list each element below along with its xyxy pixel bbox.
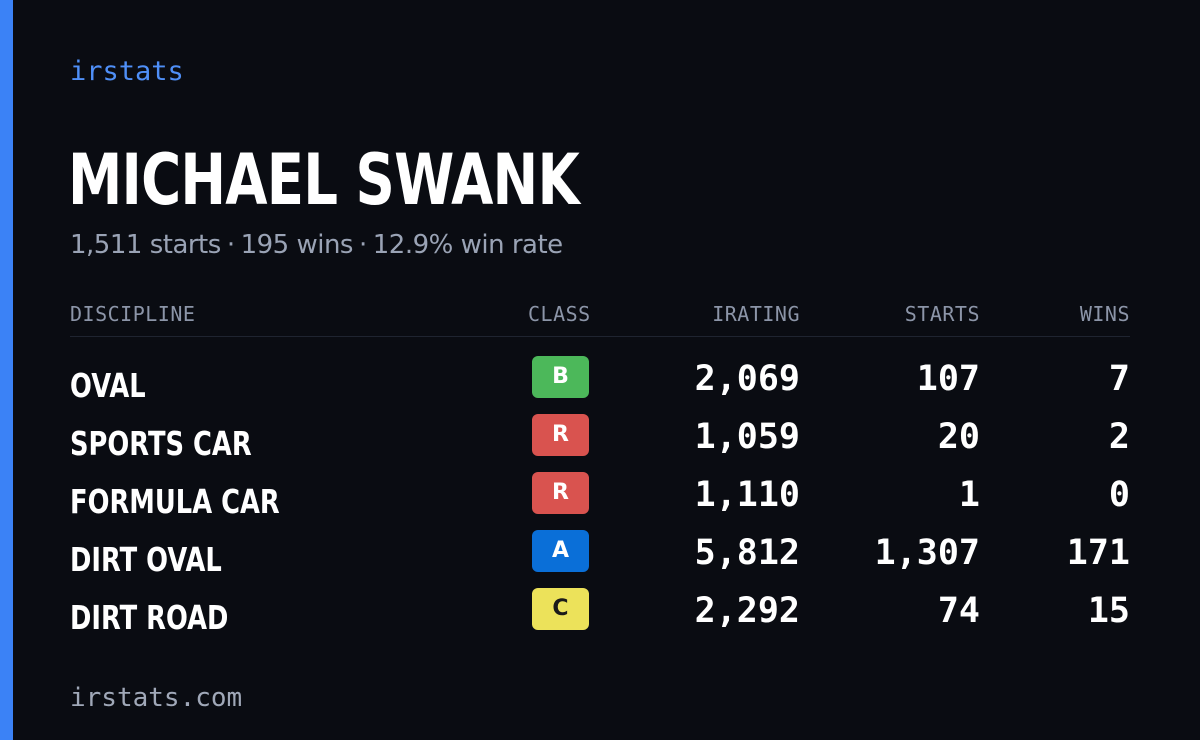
starts-value: 107 (916, 359, 980, 399)
footer-url: irstats.com (70, 683, 243, 713)
summary-win-rate: 12.9% win rate (372, 230, 563, 260)
driver-summary: 1,511 starts · 195 wins · 12.9% win rate (70, 228, 563, 262)
class-badge: C (532, 588, 589, 630)
table-body: OVAL B 2,069 107 7 SPORTS CAR R 1,059 20… (70, 337, 1130, 646)
header-discipline: DISCIPLINE (70, 302, 196, 326)
summary-starts: 1,511 starts (70, 230, 221, 260)
irating-value: 1,059 (694, 417, 800, 457)
summary-wins: 195 wins (240, 230, 354, 260)
wins-value: 171 (1066, 533, 1130, 573)
class-badge: A (532, 530, 589, 572)
header-irating: IRATING (712, 302, 800, 326)
driver-name: MICHAEL SWANK (68, 139, 580, 221)
class-badge: R (532, 414, 589, 456)
irating-value: 1,110 (694, 475, 800, 515)
stats-table: DISCIPLINE CLASS IRATING STARTS WINS OVA… (70, 296, 1130, 646)
table-row: DIRT OVAL A 5,812 1,307 171 (70, 530, 1130, 588)
starts-value: 1,307 (874, 533, 980, 573)
table-row: OVAL B 2,069 107 7 (70, 356, 1130, 414)
wins-value: 7 (1108, 359, 1130, 399)
irating-value: 2,292 (694, 591, 800, 631)
discipline-name: DIRT OVAL (70, 540, 222, 579)
wins-value: 15 (1087, 591, 1130, 631)
header-starts: STARTS (904, 302, 980, 326)
brand-logo-text: irstats (70, 56, 184, 87)
table-row: DIRT ROAD C 2,292 74 15 (70, 588, 1130, 646)
table-header: DISCIPLINE CLASS IRATING STARTS WINS (70, 296, 1130, 337)
table-row: SPORTS CAR R 1,059 20 2 (70, 414, 1130, 472)
class-badge: R (532, 472, 589, 514)
accent-bar (0, 0, 13, 740)
discipline-name: SPORTS CAR (70, 424, 252, 463)
irating-value: 2,069 (694, 359, 800, 399)
starts-value: 20 (937, 417, 980, 457)
header-class: CLASS (528, 302, 591, 326)
wins-value: 2 (1108, 417, 1130, 457)
discipline-name: OVAL (70, 366, 146, 405)
summary-separator: · (358, 230, 367, 260)
header-wins: WINS (1079, 302, 1130, 326)
discipline-name: FORMULA CAR (70, 482, 280, 521)
table-row: FORMULA CAR R 1,110 1 0 (70, 472, 1130, 530)
discipline-name: DIRT ROAD (70, 598, 229, 637)
wins-value: 0 (1108, 475, 1130, 515)
starts-value: 74 (937, 591, 980, 631)
class-badge: B (532, 356, 589, 398)
starts-value: 1 (958, 475, 980, 515)
irating-value: 5,812 (694, 533, 800, 573)
summary-separator: · (226, 230, 235, 260)
